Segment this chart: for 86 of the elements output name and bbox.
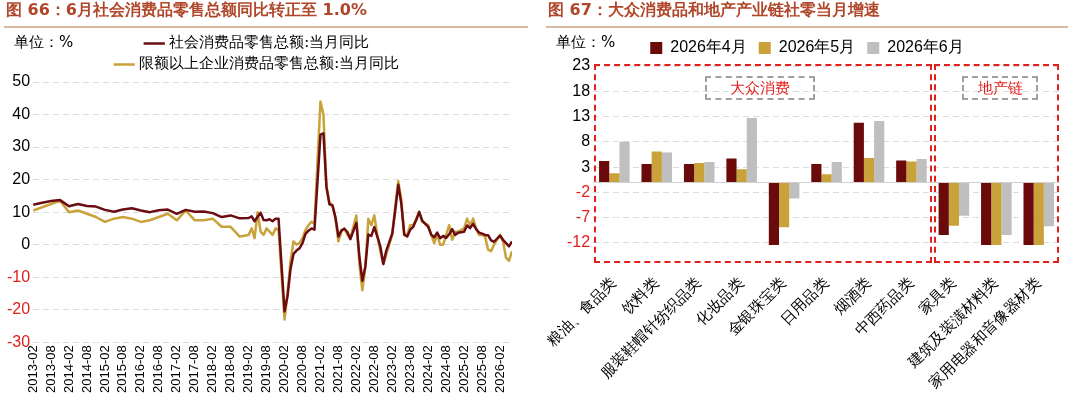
dashed-label-box: 大众消费 xyxy=(704,76,815,100)
bar xyxy=(768,182,780,245)
legend-label: 2026年5月 xyxy=(778,38,856,56)
y-tick-label: -2 xyxy=(575,182,591,200)
bar xyxy=(863,158,875,183)
bar xyxy=(609,173,620,183)
bar xyxy=(1001,182,1012,235)
bar xyxy=(1033,182,1044,245)
bar xyxy=(736,169,747,183)
x-tick-label: 2019-02 xyxy=(240,345,256,394)
bar xyxy=(958,182,970,216)
chart-title: 图 67：大众消费品和地产产业链社零当月增速 xyxy=(546,0,1068,28)
bar xyxy=(948,182,959,226)
x-tick-label: 2020-02 xyxy=(276,345,292,394)
y-axis-title: 单位：% xyxy=(14,33,74,52)
bar xyxy=(779,182,790,228)
bar xyxy=(651,151,662,183)
x-tick-label: 2017-02 xyxy=(168,345,184,394)
y-tick-label: 30 xyxy=(12,137,31,155)
x-tick-label: 2016-08 xyxy=(150,345,166,394)
y-tick-label: 13 xyxy=(572,106,591,124)
bar xyxy=(789,182,800,199)
bar xyxy=(906,161,917,183)
legend-label: 2026年6月 xyxy=(887,38,964,56)
y-tick-label: -20 xyxy=(7,300,31,318)
x-tick-label: 2013-08 xyxy=(42,345,58,394)
bar xyxy=(981,182,992,245)
x-tick-label: 2025-02 xyxy=(455,345,471,394)
x-tick-label: 2018-02 xyxy=(204,345,220,394)
bar xyxy=(683,164,695,183)
bar xyxy=(1023,182,1034,245)
y-tick-label: 10 xyxy=(12,202,31,220)
y-tick-label: 40 xyxy=(12,104,31,122)
bar xyxy=(1043,182,1055,227)
bar xyxy=(916,159,927,183)
dashed-label-box: 地产链 xyxy=(962,76,1039,100)
x-tick-label: 2014-02 xyxy=(60,345,76,394)
bar xyxy=(726,158,737,183)
x-tick-label: 2017-08 xyxy=(186,345,202,394)
legend-label: 限额以上企业消费品零售总额:当月同比 xyxy=(139,54,400,73)
y-tick-label: -12 xyxy=(566,233,591,251)
bar xyxy=(896,160,907,183)
bar xyxy=(694,163,705,183)
bar xyxy=(938,182,949,235)
bar xyxy=(874,121,885,183)
y-tick-label: 50 xyxy=(12,72,31,90)
bar xyxy=(619,141,630,183)
x-tick-label: 2026-02 xyxy=(491,345,507,394)
y-tick-label: 23 xyxy=(572,56,591,74)
x-tick-label: 2020-08 xyxy=(294,345,310,394)
bar xyxy=(811,164,822,183)
x-tick-label: 2024-02 xyxy=(419,345,435,394)
bar xyxy=(853,122,864,183)
y-tick-label: 0 xyxy=(21,235,31,253)
y-tick-label: -10 xyxy=(7,267,31,285)
y-tick-label: 8 xyxy=(581,132,591,150)
x-tick-label: 2024-08 xyxy=(437,345,453,394)
legend-label: 2026年4月 xyxy=(670,38,747,56)
bar xyxy=(704,162,715,183)
bar xyxy=(821,174,832,183)
x-tick-label: 2016-02 xyxy=(132,345,148,394)
y-tick-label: 3 xyxy=(581,157,591,175)
chart-title: 图 66：6月社会消费品零售总额同比转正至 1.0% xyxy=(4,0,528,28)
bar xyxy=(991,182,1002,245)
bar xyxy=(831,162,842,183)
x-tick-label: 2018-08 xyxy=(222,345,238,394)
legend-label: 社会消费品零售总额:当月同比 xyxy=(169,33,370,52)
bar xyxy=(746,118,757,183)
x-tick-label: 2021-08 xyxy=(329,345,345,394)
y-tick-label: -7 xyxy=(575,208,591,226)
x-tick-label: 2022-02 xyxy=(347,345,363,394)
x-tick-label: 2023-02 xyxy=(383,345,399,394)
bar xyxy=(599,161,610,183)
x-tick-label: 2021-02 xyxy=(312,345,328,394)
bar xyxy=(661,152,673,183)
bar xyxy=(641,164,652,183)
x-tick-label: 2015-08 xyxy=(114,345,130,394)
y-tick-label: 20 xyxy=(12,170,31,188)
x-tick-label: 2023-08 xyxy=(401,345,417,394)
x-tick-label: 2025-08 xyxy=(473,345,489,394)
x-tick-label: 2015-02 xyxy=(96,345,112,394)
x-tick-label: 2022-08 xyxy=(365,345,381,394)
x-tick-label: 2019-08 xyxy=(258,345,274,394)
x-tick-label: 2014-08 xyxy=(78,345,94,394)
y-axis-title: 单位：% xyxy=(556,33,616,52)
y-tick-label: 18 xyxy=(572,81,591,99)
